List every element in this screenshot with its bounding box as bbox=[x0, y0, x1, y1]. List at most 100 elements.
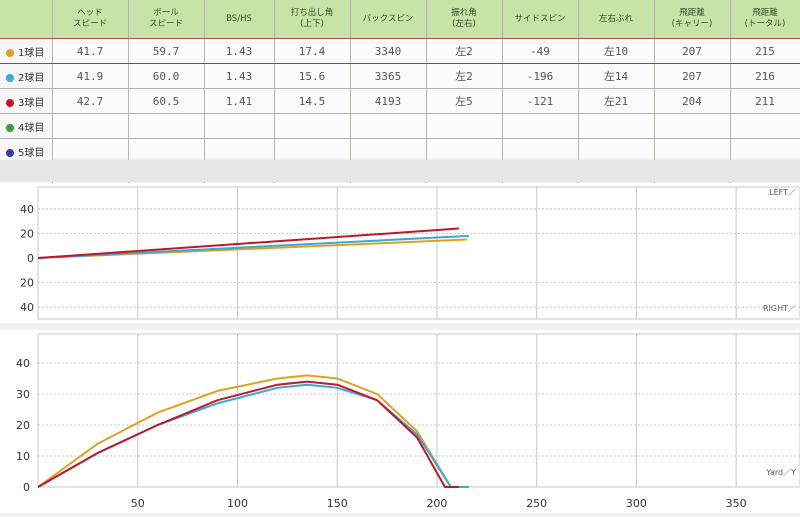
y-tick-label: 0 bbox=[23, 481, 30, 494]
table-cell: 左2 bbox=[426, 38, 503, 64]
y-tick-label: 40 bbox=[20, 203, 34, 216]
table-cell bbox=[128, 113, 205, 139]
table-cell: 左5 bbox=[426, 88, 503, 114]
table-cell: -121 bbox=[502, 88, 579, 114]
table-cell: 4193 bbox=[350, 88, 427, 114]
header-total-distance: 飛距離 (トータル) bbox=[730, 0, 800, 39]
table-cell bbox=[204, 113, 275, 139]
table-cell: 1.43 bbox=[204, 63, 275, 89]
row-label-text: 4球目 bbox=[18, 122, 45, 134]
table-row[interactable]: 3球目 42.7 60.5 1.41 14.5 4193 左5 -121 左21 204 211 bbox=[0, 88, 800, 114]
header-empty bbox=[0, 0, 53, 39]
row-label-text: 5球目 bbox=[18, 147, 45, 159]
row-label: 2球目 bbox=[0, 63, 53, 89]
panel-separator bbox=[0, 160, 800, 182]
table-cell: 左10 bbox=[578, 38, 655, 64]
row-label-text: 1球目 bbox=[18, 47, 45, 59]
unit-label: Yard／Y bbox=[765, 468, 796, 477]
table-cell: 3340 bbox=[350, 38, 427, 64]
table-cell bbox=[578, 113, 655, 139]
table-cell: 1.41 bbox=[204, 88, 275, 114]
table-cell: 42.7 bbox=[52, 88, 129, 114]
table-cell: 215 bbox=[730, 38, 800, 64]
left-label: LEFT／ bbox=[769, 188, 796, 197]
shot-color-dot-icon bbox=[6, 98, 14, 107]
header-head-speed: ヘッド スピード bbox=[52, 0, 129, 39]
x-tick-label: 150 bbox=[327, 497, 348, 510]
header-side-spin: サイドスピン bbox=[502, 0, 579, 39]
table-cell: -49 bbox=[502, 38, 579, 64]
table-cell: 60.0 bbox=[128, 63, 205, 89]
table-row[interactable]: 2球目 41.9 60.0 1.43 15.6 3365 左2 -196 左14 207 216 bbox=[0, 63, 800, 89]
table-cell: 41.9 bbox=[52, 63, 129, 89]
right-label: RIGHT／ bbox=[763, 304, 796, 313]
table-cell: 3365 bbox=[350, 63, 427, 89]
table-cell bbox=[128, 138, 205, 164]
shot-data-table-panel: ヘッド スピード ボール スピード BS/HS 打ち出し角 (上下) バックスピ… bbox=[0, 0, 800, 189]
header-lateral-deviation: 左右ぶれ bbox=[578, 0, 655, 39]
table-cell bbox=[52, 113, 129, 139]
row-label: 1球目 bbox=[0, 38, 53, 64]
y-tick-label: 30 bbox=[16, 388, 30, 401]
table-cell: 204 bbox=[654, 88, 731, 114]
table-cell: 左14 bbox=[578, 63, 655, 89]
table-cell bbox=[502, 113, 579, 139]
table-cell: 左21 bbox=[578, 88, 655, 114]
table-cell: 211 bbox=[730, 88, 800, 114]
table-cell: 14.5 bbox=[274, 88, 351, 114]
header-back-spin: バックスピン bbox=[350, 0, 427, 39]
x-tick-label: 300 bbox=[626, 497, 647, 510]
x-tick-label: 250 bbox=[526, 497, 547, 510]
table-row[interactable]: 5球目 bbox=[0, 138, 800, 164]
table-cell bbox=[350, 113, 427, 139]
table-cell bbox=[274, 113, 351, 139]
table-cell bbox=[654, 138, 731, 164]
header-ball-speed: ボール スピード bbox=[128, 0, 205, 39]
y-tick-label: 40 bbox=[16, 357, 30, 370]
shot-color-dot-icon bbox=[6, 148, 14, 157]
table-cell bbox=[426, 113, 503, 139]
y-tick-label: 40 bbox=[20, 301, 34, 314]
table-cell bbox=[52, 138, 129, 164]
trajectory-line bbox=[37, 234, 469, 259]
table-cell: 左2 bbox=[426, 63, 503, 89]
table-cell bbox=[350, 138, 427, 164]
y-tick-label: 20 bbox=[16, 419, 30, 432]
y-tick-label: 0 bbox=[27, 252, 34, 265]
header-swing-angle: 振れ角 (左右) bbox=[426, 0, 503, 39]
row-label-text: 2球目 bbox=[18, 72, 45, 84]
trajectory-line bbox=[37, 380, 459, 488]
table-cell: 59.7 bbox=[128, 38, 205, 64]
table-cell bbox=[654, 113, 731, 139]
side-view-panel: 40 30 20 10 0 50 100 150 200 250 300 350 Yard／Y bbox=[0, 330, 800, 513]
table-row[interactable]: 1球目 41.7 59.7 1.43 17.4 3340 左2 -49 左10 207 215 bbox=[0, 38, 800, 64]
table-cell bbox=[426, 138, 503, 164]
table-cell: 15.6 bbox=[274, 63, 351, 89]
x-tick-label: 100 bbox=[227, 497, 248, 510]
row-label-text: 3球目 bbox=[18, 97, 45, 109]
top-view-panel: 40 20 0 20 40 LEFT／ RIGHT／ bbox=[0, 183, 800, 323]
trajectory-line bbox=[37, 374, 467, 488]
header-launch-angle: 打ち出し角 (上下) bbox=[274, 0, 351, 39]
row-label: 4球目 bbox=[0, 113, 53, 139]
table-cell: 17.4 bbox=[274, 38, 351, 64]
table-row[interactable]: 4球目 bbox=[0, 113, 800, 139]
table-cell: 216 bbox=[730, 63, 800, 89]
trajectory-line bbox=[37, 227, 459, 259]
table-cell: 207 bbox=[654, 38, 731, 64]
x-tick-label: 50 bbox=[131, 497, 145, 510]
x-tick-label: 350 bbox=[726, 497, 747, 510]
table-cell: 60.5 bbox=[128, 88, 205, 114]
header-carry-distance: 飛距離 (キャリー) bbox=[654, 0, 731, 39]
y-tick-label: 20 bbox=[20, 227, 34, 240]
table-cell: -196 bbox=[502, 63, 579, 89]
y-tick-label: 10 bbox=[16, 450, 30, 463]
table-cell: 207 bbox=[654, 63, 731, 89]
x-tick-label: 200 bbox=[426, 497, 447, 510]
row-label: 3球目 bbox=[0, 88, 53, 114]
y-tick-label: 20 bbox=[20, 277, 34, 290]
shot-color-dot-icon bbox=[6, 123, 14, 132]
table-cell bbox=[578, 138, 655, 164]
table-cell bbox=[730, 113, 800, 139]
